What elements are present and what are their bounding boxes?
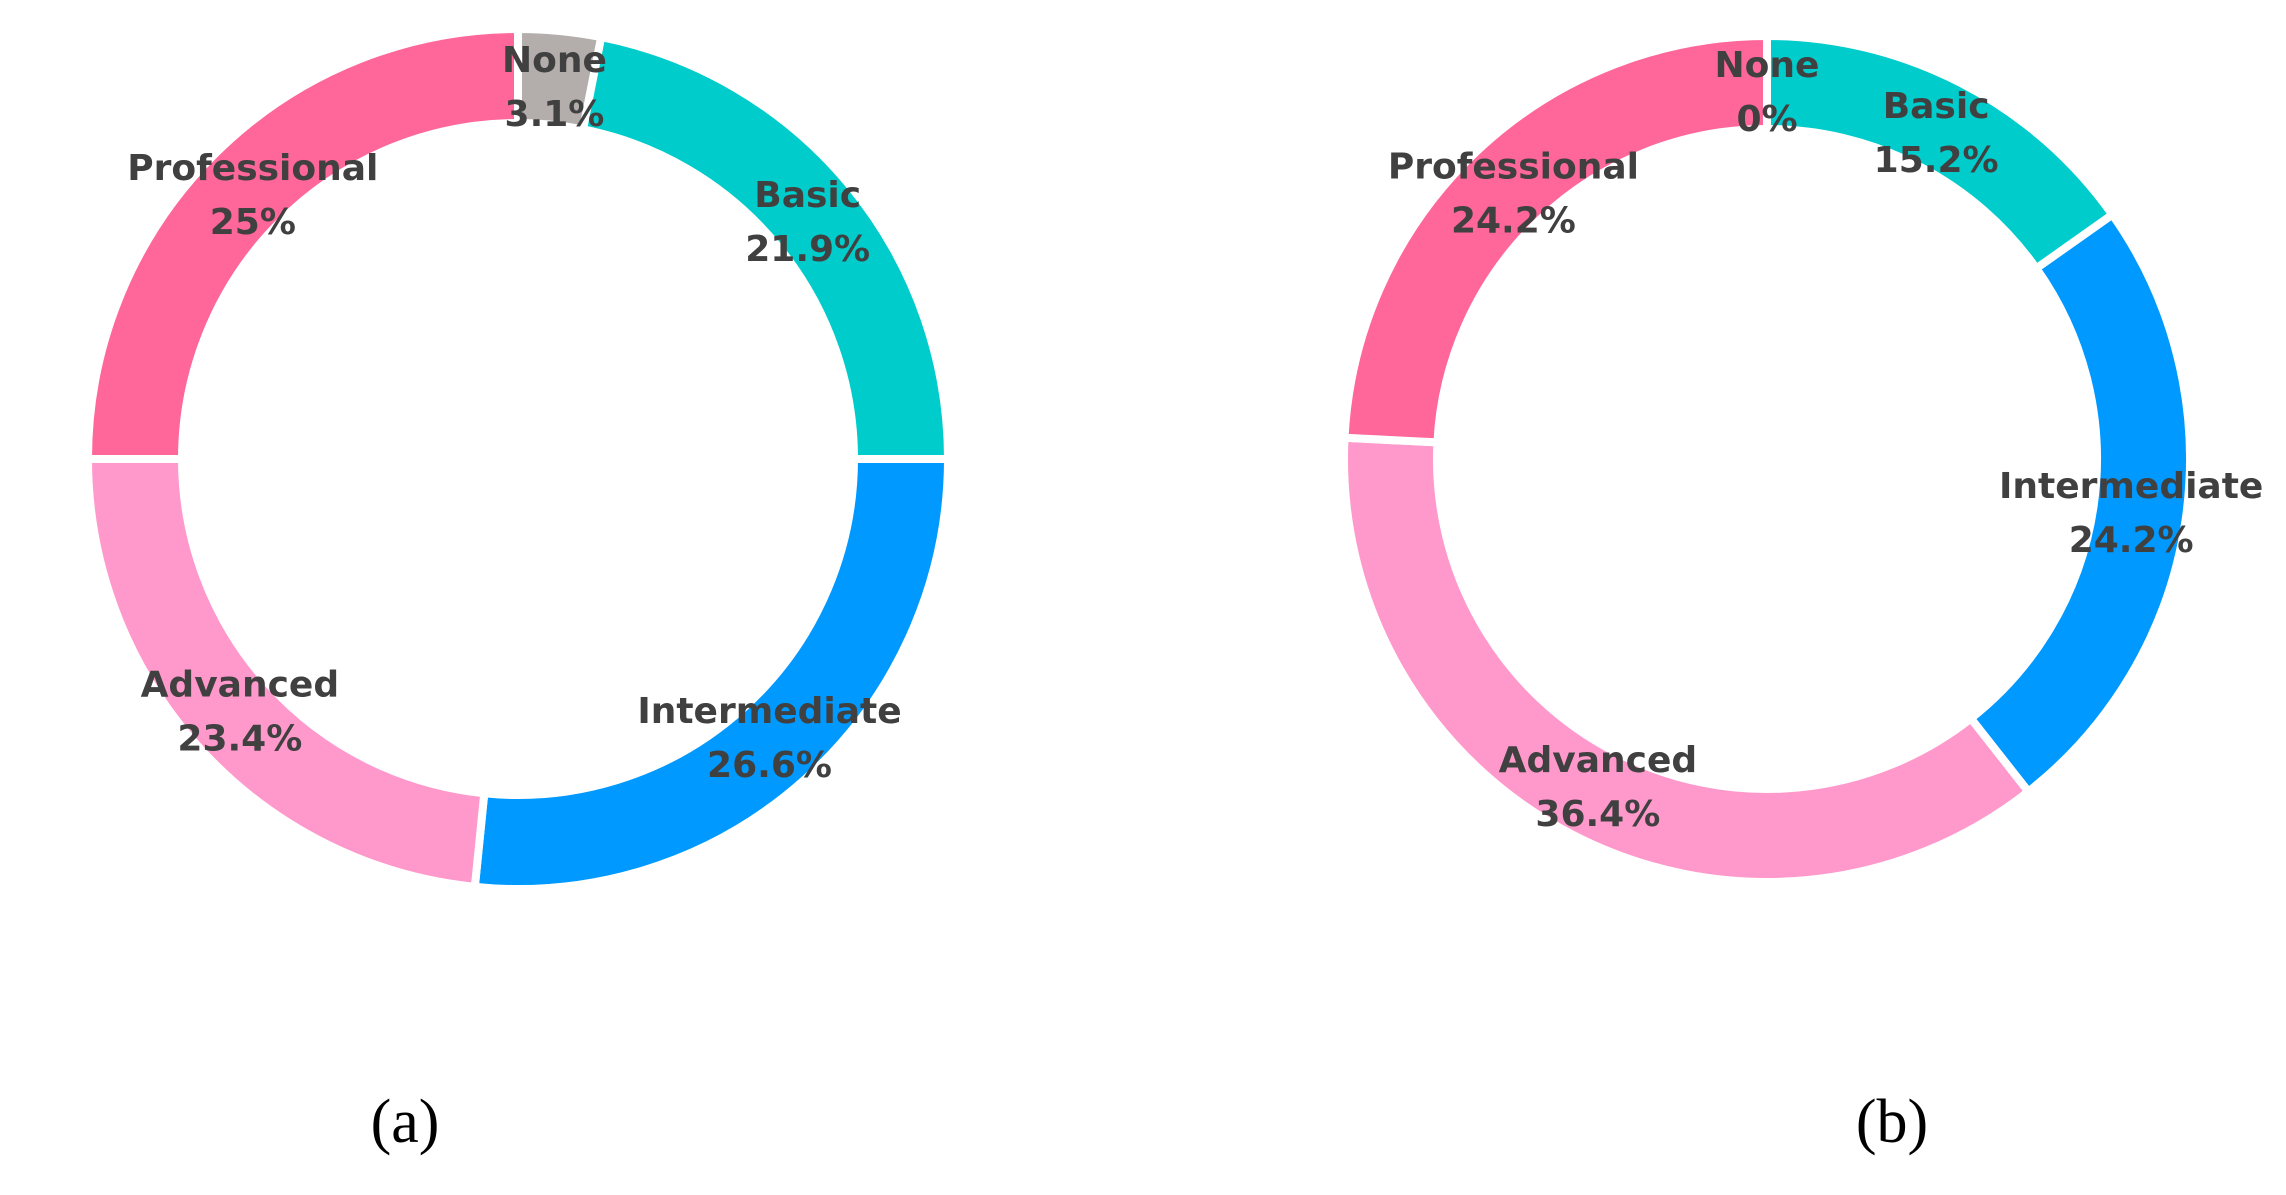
segment-value-label: 24.2%: [1451, 200, 1576, 241]
segment-label: Professional: [1388, 146, 1639, 187]
segment-label: Basic: [1883, 86, 1990, 127]
caption: (b): [1856, 1088, 1928, 1156]
segment-label: Intermediate: [1999, 466, 2263, 507]
segment-value-label: 15.2%: [1874, 140, 1999, 181]
donut-segment: [83, 24, 522, 463]
donut-segment: [1340, 433, 2034, 886]
segment-value-label: 36.4%: [1535, 794, 1660, 835]
segment-value-label: 24.2%: [2069, 520, 2194, 561]
segment-value-label: 3.1%: [505, 94, 605, 135]
segment-label: None: [502, 40, 607, 81]
donut-segment: [470, 455, 953, 893]
segment-value-label: 21.9%: [745, 229, 870, 270]
segment-label: Professional: [127, 148, 378, 189]
segment-label: Advanced: [141, 665, 340, 706]
caption: (a): [371, 1088, 440, 1156]
segment-value-label: 0%: [1736, 99, 1797, 140]
segment-value-label: 25%: [210, 202, 296, 243]
donut-chart: None 3.1% Basic 21.9% Intermediate 26.6% Advan…: [83, 24, 953, 1156]
segment-label: None: [1715, 45, 1820, 86]
segment-label: Advanced: [1499, 740, 1698, 781]
donut-chart: None 0% Basic 15.2% Intermediate 24.2% Advance…: [1340, 31, 2263, 1156]
segment-value-label: 23.4%: [177, 719, 302, 760]
segment-label: Basic: [754, 175, 861, 216]
donut-segment: [1340, 31, 1771, 447]
segment-label: Intermediate: [637, 691, 901, 732]
segment-value-label: 26.6%: [707, 745, 832, 786]
